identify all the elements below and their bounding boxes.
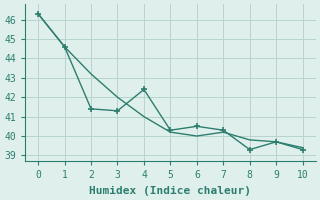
- X-axis label: Humidex (Indice chaleur): Humidex (Indice chaleur): [89, 186, 252, 196]
